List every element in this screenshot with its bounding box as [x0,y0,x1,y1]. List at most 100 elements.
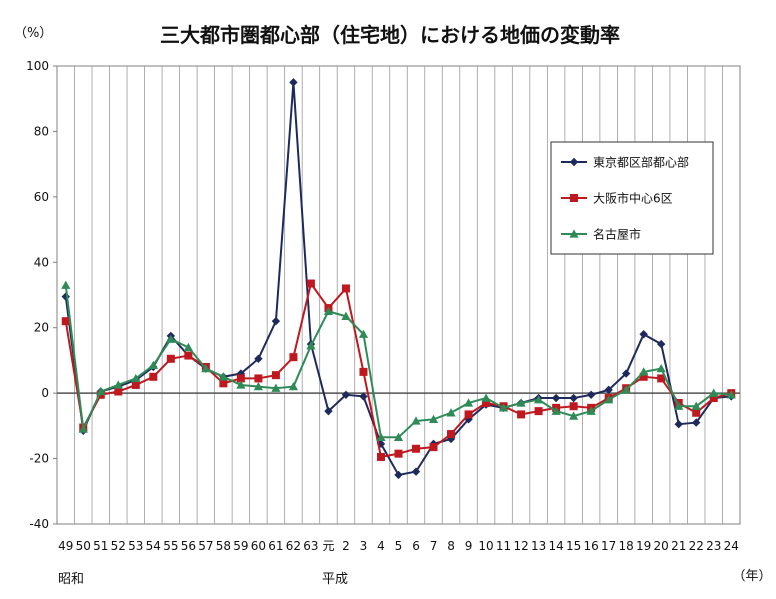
data-point [411,416,421,425]
data-point [183,342,193,352]
legend-marker [569,229,579,238]
x-tick-label: 21 [671,539,686,553]
data-point [289,78,298,87]
legend-label: 東京都区部都心部 [593,155,689,170]
x-tick-label: 17 [601,539,616,553]
x-tick-label: 55 [163,539,178,553]
y-axis-unit-label: （%） [14,26,52,41]
legend-item: 東京都区部都心部 [561,155,689,170]
data-point [254,354,263,363]
data-point [429,443,438,452]
data-point [551,406,561,415]
x-tick-label: 9 [465,539,473,553]
data-point [586,406,596,415]
legend-label: 名古屋市 [593,227,641,242]
data-point [726,390,736,399]
data-point [288,382,299,391]
data-point [114,387,123,396]
data-point [709,394,718,403]
data-point [271,383,281,392]
data-point [639,330,648,339]
legend-item: 大阪市中心6区 [561,191,673,206]
x-tick-label: 54 [146,539,161,553]
x-tick-label: 58 [216,539,231,553]
data-point [113,380,123,389]
data-point [131,373,141,383]
x-tick-label: 元 [322,539,334,553]
x-tick-label: 3 [360,539,368,553]
data-point [516,398,526,407]
y-tick-label: 100 [26,59,49,73]
era-label-showa: 昭和 [58,572,84,587]
x-tick-label: 50 [76,539,91,553]
x-tick-label: 49 [58,539,73,553]
data-point [498,403,509,412]
data-point [218,372,228,381]
x-tick-label: 16 [584,539,599,553]
data-point [481,393,491,402]
data-point [254,374,263,383]
data-point [674,401,684,410]
data-point [656,364,666,373]
data-point [324,406,333,416]
x-tick-label: 8 [447,539,455,553]
data-point [447,430,456,439]
data-point [236,380,246,389]
data-point [358,329,369,338]
data-point [692,418,701,427]
x-tick-label: 6 [412,539,420,553]
x-axis-unit-label: （年） [732,569,771,584]
x-tick-label: 13 [531,539,546,553]
data-point [253,382,263,391]
data-point [411,467,421,476]
y-tick-label: 60 [34,190,49,204]
data-point [271,316,281,326]
data-point [166,334,176,343]
chart-title: 三大都市圏都心部（住宅地）における地価の変動率 [160,23,620,47]
data-point [569,411,579,420]
y-tick-label: 80 [34,124,49,138]
series-layer [61,78,736,480]
data-point [709,388,719,397]
x-tick-label: 12 [513,539,528,553]
data-point [621,385,631,394]
series-3 [61,280,736,441]
x-tick-label: 59 [233,539,248,553]
data-point [306,341,316,350]
data-point [393,432,404,441]
data-point [341,390,351,399]
data-point [569,393,578,403]
legend-label: 大阪市中心6区 [593,191,673,206]
data-point [412,444,421,453]
data-point [61,280,71,289]
x-tick-label: 4 [377,539,385,553]
data-point [446,408,456,417]
x-tick-label: 61 [268,539,283,553]
y-tick-label: 40 [34,255,49,269]
x-tick-label: 24 [724,539,739,553]
data-point [376,452,385,461]
data-point [463,398,474,407]
data-point [341,284,350,293]
data-point [551,393,561,403]
data-point [621,369,631,378]
x-tick-label: 14 [548,539,563,553]
legend-marker [569,157,579,167]
x-tick-label: 62 [286,539,301,553]
data-point [691,401,701,410]
data-point [359,392,368,401]
data-point [306,279,315,288]
data-point [376,432,386,441]
data-point [359,367,368,376]
data-point [534,407,543,416]
data-point [184,351,193,360]
y-tick-label: 0 [41,386,49,400]
data-point [78,424,88,433]
x-tick-label: 20 [654,539,669,553]
data-point [219,379,228,388]
data-point [569,402,578,411]
era-label-heisei: 平成 [322,572,348,587]
data-point [674,420,683,429]
data-point [604,395,614,404]
